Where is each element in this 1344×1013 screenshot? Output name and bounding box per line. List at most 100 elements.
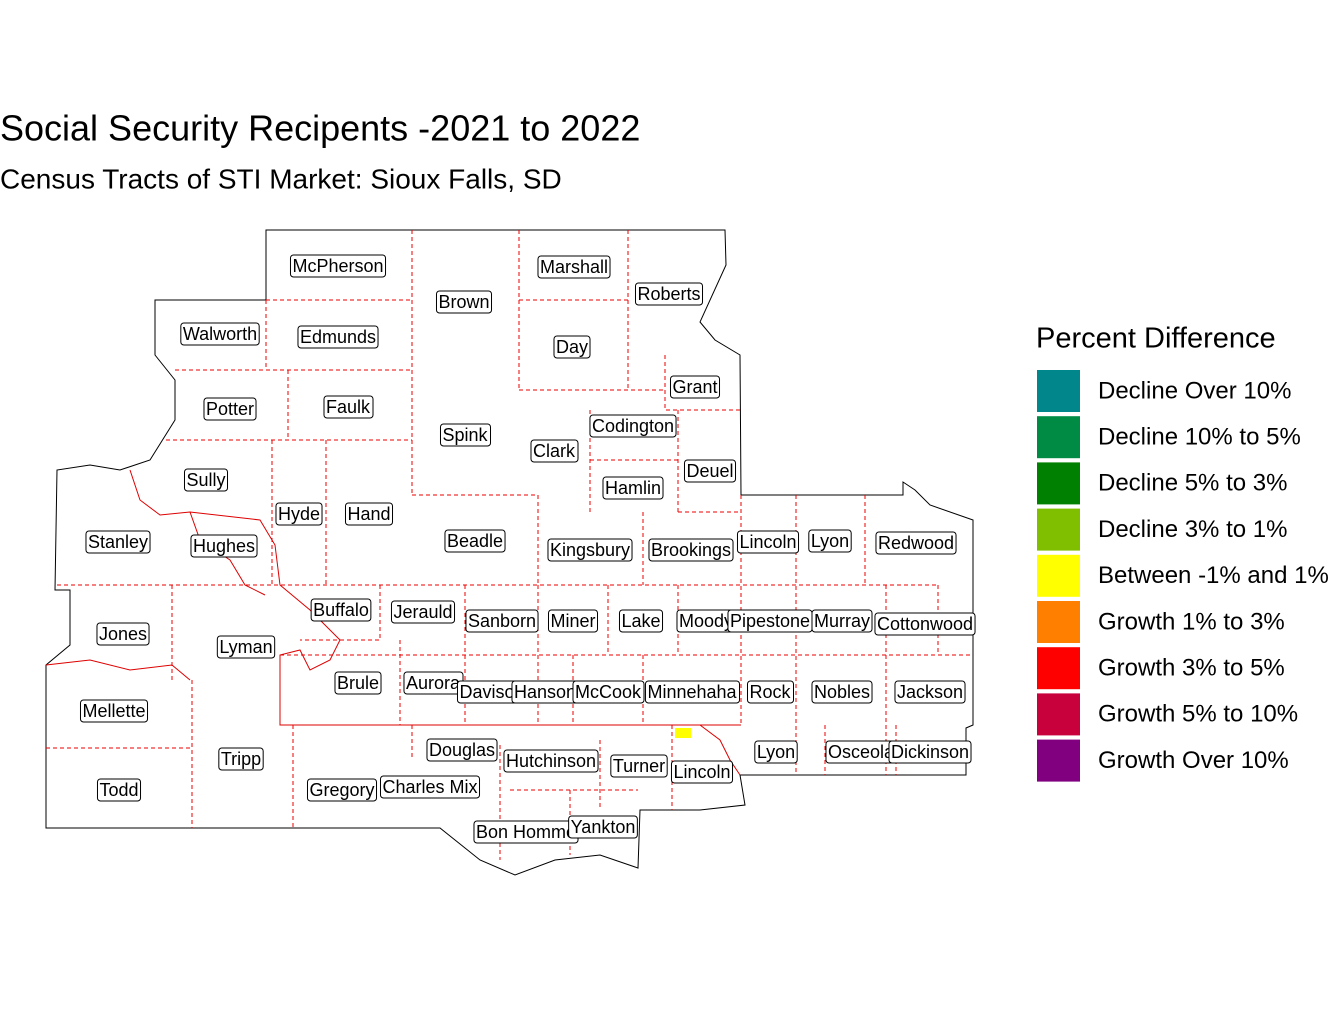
county-name: Miner bbox=[550, 611, 595, 631]
label-box bbox=[435, 290, 493, 314]
label-box bbox=[547, 609, 599, 633]
label-box bbox=[203, 397, 257, 421]
county-name: Jones bbox=[99, 624, 147, 644]
county-label: Buffalo bbox=[310, 598, 372, 622]
county-name: Gregory bbox=[309, 780, 374, 800]
county-label: Lyman bbox=[216, 635, 276, 659]
county-label: Deuel bbox=[683, 459, 737, 483]
label-box bbox=[618, 609, 664, 633]
label-box bbox=[180, 322, 260, 346]
county-label: Jackson bbox=[894, 680, 966, 704]
county-name: Hyde bbox=[278, 504, 320, 524]
county-label: Gregory bbox=[306, 778, 378, 802]
county-label: Nobles bbox=[811, 680, 873, 704]
label-box bbox=[648, 538, 734, 562]
county-label: Spink bbox=[439, 423, 492, 447]
county-name: Grant bbox=[672, 377, 717, 397]
county-label: Turner bbox=[610, 754, 668, 778]
county-label: Cottonwood bbox=[874, 612, 976, 636]
river bbox=[45, 469, 741, 776]
legend-swatch bbox=[1037, 370, 1080, 412]
label-box bbox=[323, 395, 374, 419]
county-name: Hanson bbox=[514, 682, 576, 702]
county-name: Lincoln bbox=[739, 532, 796, 552]
label-box bbox=[610, 754, 668, 778]
county-name: Kingsbury bbox=[550, 540, 630, 560]
county-name: Day bbox=[556, 337, 588, 357]
county-label: Roberts bbox=[634, 282, 704, 306]
county-label: Potter bbox=[203, 397, 257, 421]
county-name: Beadle bbox=[447, 531, 503, 551]
title: Social Security Recipents -2021 to 2022 bbox=[0, 108, 640, 149]
county-label: Bon Homme bbox=[473, 820, 579, 844]
county-label: Brown bbox=[435, 290, 493, 314]
legend-swatch bbox=[1037, 693, 1080, 736]
county-name: Roberts bbox=[637, 284, 700, 304]
county-label: Brookings bbox=[648, 538, 734, 562]
county-label: Marshall bbox=[537, 255, 611, 279]
county-label: Clark bbox=[530, 439, 579, 463]
label-box bbox=[754, 740, 798, 764]
legend-title: Percent Difference bbox=[1036, 323, 1276, 355]
county-name: McCook bbox=[575, 682, 642, 702]
county-name: Hughes bbox=[193, 536, 255, 556]
label-box bbox=[811, 609, 873, 633]
county-label: Lake bbox=[618, 609, 664, 633]
county-name: McPherson bbox=[292, 256, 383, 276]
county-label: Todd bbox=[96, 778, 142, 802]
county-label: McPherson bbox=[289, 254, 387, 278]
county-label: Sanborn bbox=[465, 609, 539, 633]
label-box bbox=[602, 476, 664, 500]
label-box bbox=[390, 600, 456, 624]
county-name: Dickinson bbox=[891, 742, 969, 762]
county-label: Walworth bbox=[180, 322, 260, 346]
label-box bbox=[589, 414, 677, 438]
label-box bbox=[894, 680, 966, 704]
county-label: Hyde bbox=[275, 502, 323, 526]
county-label: Davison bbox=[456, 680, 528, 704]
county-name: Hand bbox=[347, 504, 390, 524]
label-box bbox=[465, 609, 539, 633]
county-name: Davison bbox=[459, 682, 524, 702]
county-name: Potter bbox=[206, 399, 254, 419]
county-label: Rock bbox=[746, 680, 795, 704]
county-label: Hutchinson bbox=[503, 749, 599, 773]
legend-label: Growth Over 10% bbox=[1098, 747, 1289, 774]
county-name: Osceola bbox=[828, 742, 895, 762]
county-name: Murray bbox=[814, 611, 870, 631]
label-box bbox=[444, 529, 506, 553]
label-box bbox=[547, 538, 633, 562]
county-label: Hamlin bbox=[602, 476, 664, 500]
legend-label: Decline 3% to 1% bbox=[1098, 516, 1287, 543]
county-name: Tripp bbox=[221, 749, 261, 769]
label-box bbox=[190, 534, 258, 558]
county-label: Sully bbox=[183, 468, 229, 492]
county-label: Mellette bbox=[79, 699, 149, 723]
tract-fill bbox=[675, 728, 691, 738]
county-name: Buffalo bbox=[313, 600, 369, 620]
county-label: Douglas bbox=[426, 738, 498, 762]
county-label: Lincoln bbox=[670, 760, 734, 784]
label-box bbox=[216, 635, 276, 659]
county-name: Lyon bbox=[811, 531, 849, 551]
legend-swatch bbox=[1037, 601, 1080, 643]
county-label: Grant bbox=[669, 375, 721, 399]
county-name: Lincoln bbox=[673, 762, 730, 782]
label-box bbox=[537, 255, 611, 279]
county-label: Dickinson bbox=[888, 740, 972, 764]
county-label: Murray bbox=[811, 609, 873, 633]
county-name: Nobles bbox=[814, 682, 870, 702]
county-name: Hutchinson bbox=[506, 751, 596, 771]
county-name: Deuel bbox=[686, 461, 733, 481]
legend: Decline Over 10% Decline 10% to 5% Decline… bbox=[1037, 370, 1329, 782]
county-label: McCook bbox=[572, 680, 645, 704]
label-box bbox=[670, 760, 734, 784]
county-label: Minnehaha bbox=[644, 680, 741, 704]
legend-label: Decline 10% to 5% bbox=[1098, 424, 1301, 451]
county-name: Brule bbox=[337, 673, 379, 693]
label-box bbox=[289, 254, 387, 278]
label-box bbox=[644, 680, 741, 704]
county-name: Brown bbox=[438, 292, 489, 312]
county-name: Clark bbox=[533, 441, 576, 461]
label-box bbox=[746, 680, 795, 704]
